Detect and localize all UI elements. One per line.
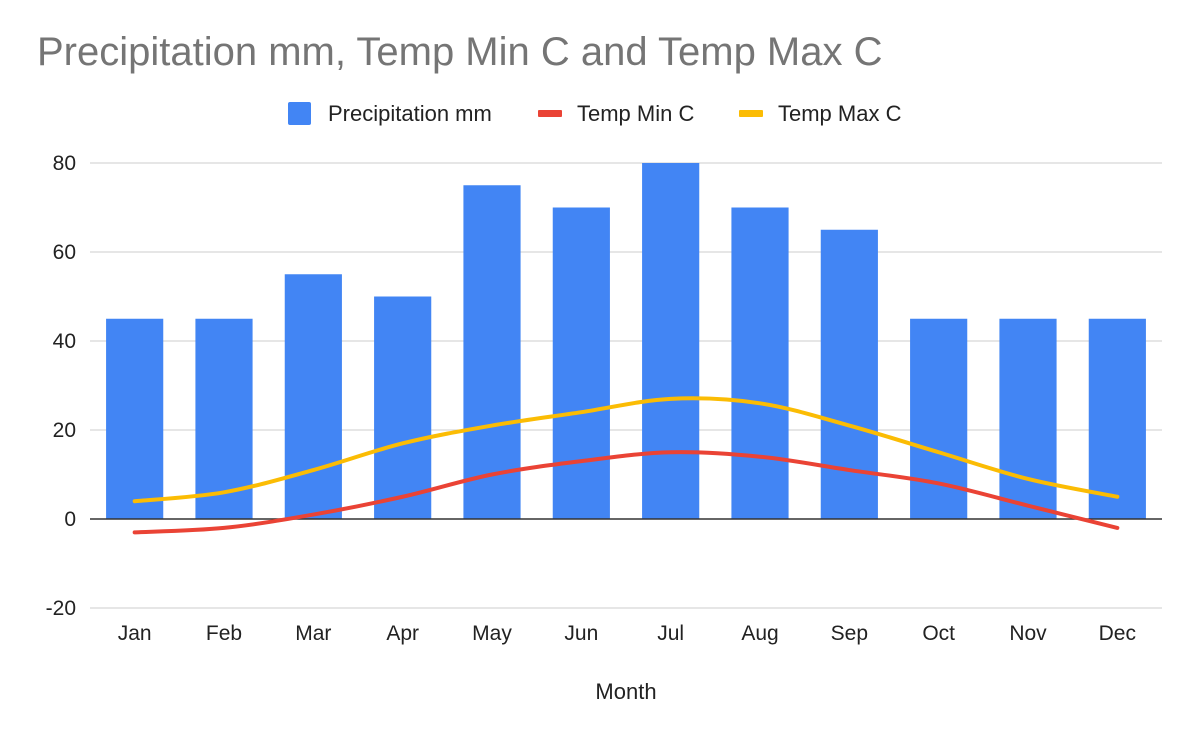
series-line <box>132 396 1120 504</box>
chart-title: Precipitation mm, Temp Min C and Temp Ma… <box>37 30 883 74</box>
legend-swatch <box>288 102 311 125</box>
legend-label: Precipitation mm <box>328 101 492 126</box>
bar <box>195 318 253 519</box>
y-tick-label: 20 <box>53 419 76 442</box>
x-tick-label: Aug <box>741 622 778 645</box>
y-tick-label: -20 <box>46 597 76 620</box>
x-tick-label: Jul <box>657 622 684 645</box>
series-line <box>132 450 1120 535</box>
x-tick-label: Mar <box>295 622 331 645</box>
x-tick-label: Sep <box>831 622 868 645</box>
x-axis-title: Month <box>595 679 656 704</box>
x-tick-label: Jan <box>118 622 152 645</box>
x-tick-label: Jun <box>564 622 598 645</box>
y-axis-ticks: -20 0 20 40 60 80 <box>46 152 76 620</box>
x-tick-label: Feb <box>206 622 242 645</box>
x-axis-ticks: Jan Feb Mar Apr May Jun Jul Aug Sep Oct Nov Dec <box>118 622 1136 645</box>
bar <box>374 296 432 519</box>
y-tick-label: 0 <box>64 508 76 531</box>
y-tick-label: 40 <box>53 330 76 353</box>
bar <box>106 318 164 519</box>
x-tick-label: May <box>472 622 512 645</box>
legend: Precipitation mm Temp Min C Temp Max C <box>288 101 902 126</box>
x-tick-label: Nov <box>1009 622 1047 645</box>
x-tick-label: Oct <box>922 622 955 645</box>
bar <box>284 274 342 519</box>
x-tick-label: Apr <box>386 622 419 645</box>
x-tick-label: Dec <box>1099 622 1136 645</box>
bar <box>999 318 1057 519</box>
legend-swatch <box>538 110 562 117</box>
legend-label: Temp Max C <box>778 101 902 126</box>
bar <box>731 207 789 519</box>
legend-label: Temp Min C <box>577 101 694 126</box>
y-tick-label: 60 <box>53 241 76 264</box>
bar <box>552 207 610 519</box>
bar <box>820 229 878 519</box>
bar <box>463 185 521 519</box>
bar <box>642 163 700 519</box>
gridlines <box>90 162 1162 609</box>
lines <box>132 396 1120 535</box>
legend-swatch <box>739 110 763 117</box>
bar <box>1088 318 1146 519</box>
y-tick-label: 80 <box>53 152 76 175</box>
